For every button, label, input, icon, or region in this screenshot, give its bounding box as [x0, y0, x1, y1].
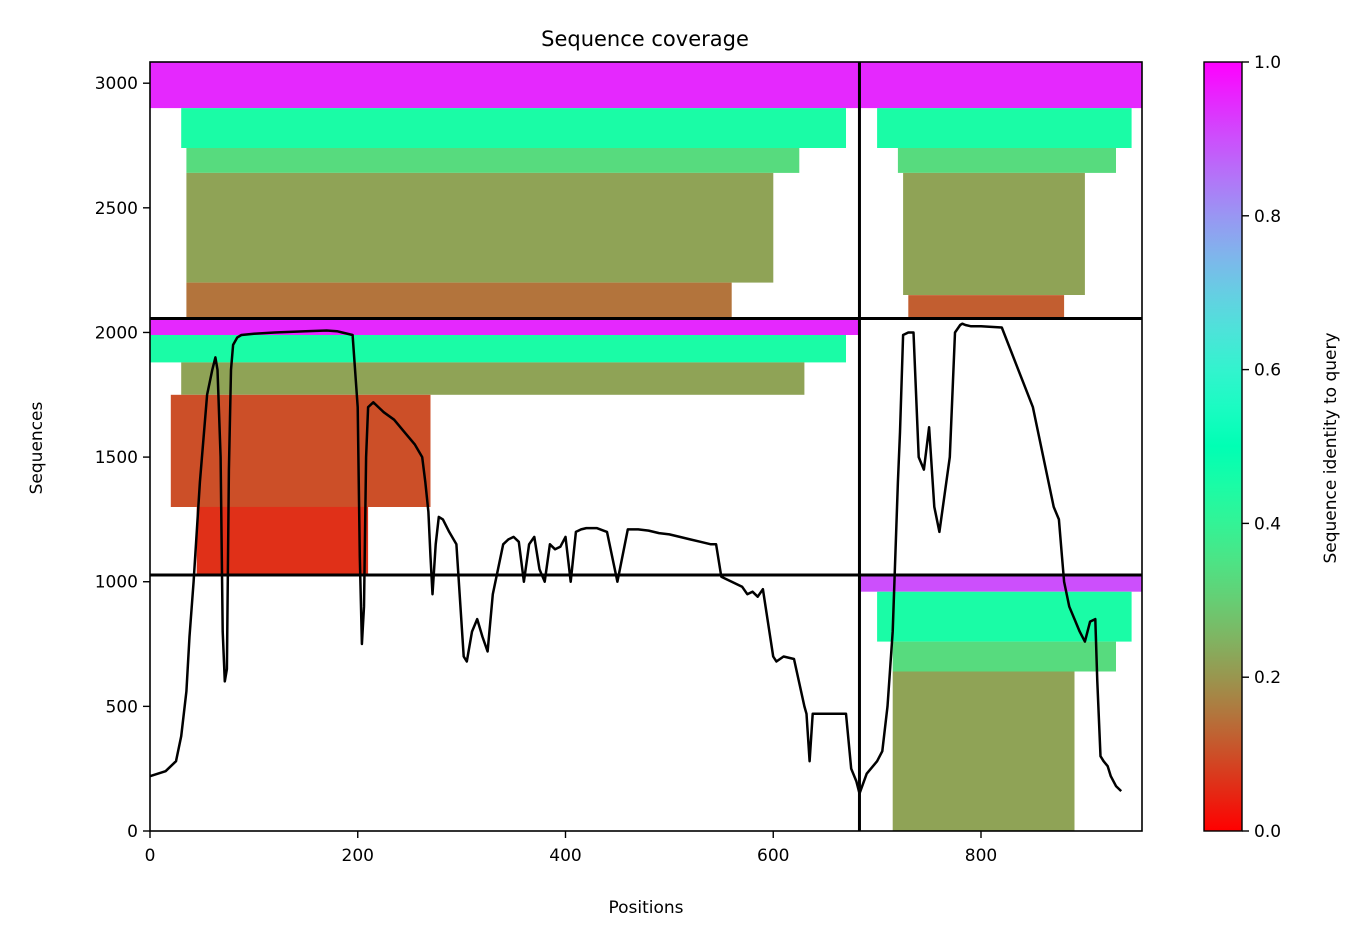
- y-tick-label: 2000: [95, 323, 138, 343]
- coverage-band-0-1: [181, 108, 846, 148]
- x-tick-label: 0: [145, 846, 156, 866]
- y-tick-label: 1500: [95, 448, 138, 468]
- coverage-band-1-3: [903, 172, 1085, 295]
- plot-frame: [149, 61, 1143, 832]
- colorbar-tick-label: 0.2: [1254, 668, 1281, 688]
- y-tick-label: 500: [106, 697, 138, 717]
- x-tick-label: 400: [549, 846, 581, 866]
- colorbar-tick-label: 1.0: [1254, 53, 1281, 73]
- coverage-band-1-2: [897, 148, 1116, 173]
- coverage-band-3-2: [892, 641, 1116, 672]
- x-tick-label: 200: [342, 846, 374, 866]
- colorbar-tick-label: 0.0: [1254, 822, 1281, 842]
- colorbar-tick-label: 0.8: [1254, 207, 1281, 227]
- coverage-band-0-0: [150, 62, 860, 109]
- x-tick-label: 800: [965, 846, 997, 866]
- coverage-band-1-0: [859, 62, 1142, 109]
- coverage-line: [150, 322, 1123, 795]
- x-tick-label: 600: [757, 846, 789, 866]
- coverage-band-2-1: [150, 335, 846, 363]
- colorbar-frame: [1203, 61, 1243, 832]
- coverage-band-0-4: [186, 282, 732, 319]
- coverage-band-2-2: [181, 362, 805, 395]
- coverage-band-3-0: [859, 575, 1142, 592]
- chart-title: Sequence coverage: [541, 27, 749, 51]
- coverage-band-2-4: [196, 506, 369, 575]
- y-tick-label: 3000: [95, 74, 138, 94]
- colorbar-label: Sequence identity to query: [1321, 332, 1341, 563]
- coverage-band-1-1: [877, 108, 1132, 148]
- colorbar-tick-label: 0.4: [1254, 514, 1281, 534]
- colorbar: [1204, 62, 1242, 831]
- colorbar-tick-label: 0.6: [1254, 361, 1281, 381]
- coverage-band-0-3: [186, 172, 774, 283]
- heatmap-bands: [150, 62, 1142, 831]
- y-tick-label: 2500: [95, 199, 138, 219]
- plot-area: 0 200 400 600 800 0 500 1000 1500 2000 2500 3000 0.0…: [95, 53, 1281, 866]
- y-axis-label: Sequences: [27, 402, 47, 495]
- y-tick-label: 1000: [95, 573, 138, 593]
- y-tick-label: 0: [127, 822, 138, 842]
- x-axis-label: Positions: [608, 898, 683, 918]
- coverage-band-1-4: [908, 295, 1065, 319]
- coverage-band-2-3: [170, 394, 431, 507]
- coverage-band-3-1: [877, 591, 1132, 642]
- coverage-band-3-3: [892, 671, 1075, 831]
- coverage-band-0-2: [186, 148, 800, 173]
